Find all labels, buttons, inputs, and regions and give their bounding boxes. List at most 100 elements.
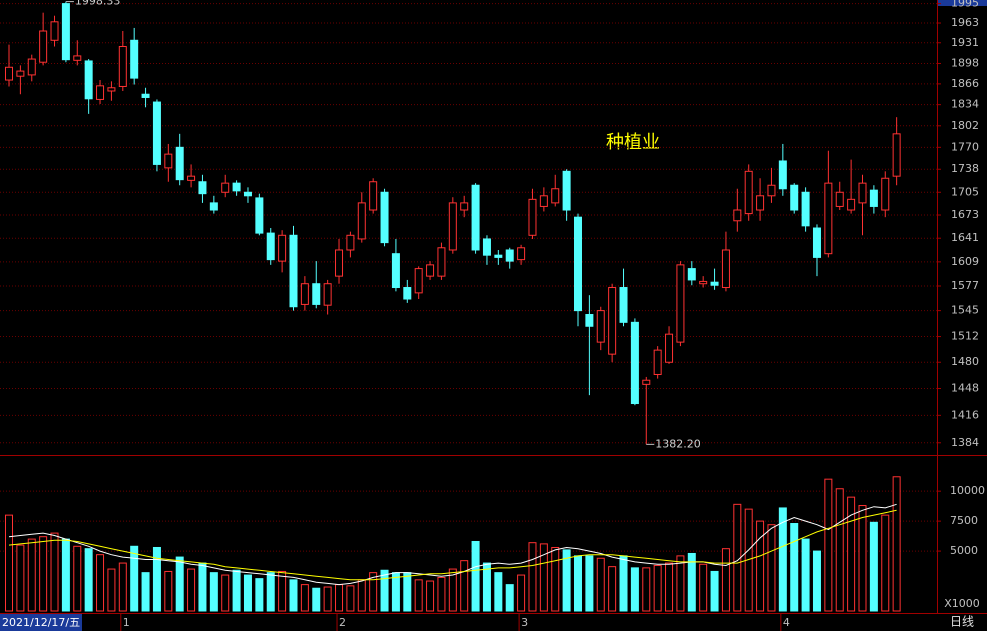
volume-bar [346, 585, 355, 612]
y-tick-label: 1931 [951, 36, 979, 49]
candle-body [733, 209, 742, 222]
price-marker [938, 0, 987, 6]
candle-body [482, 238, 491, 256]
y-tick-label: 5000 [950, 544, 978, 557]
volume-bar [824, 478, 833, 612]
y-tick-label: 1545 [951, 304, 979, 317]
volume-bar [209, 572, 218, 612]
y-tick-label: 1609 [951, 255, 979, 268]
candle-body [96, 85, 105, 100]
candle-body [16, 70, 25, 77]
candle-body [539, 195, 548, 207]
y-tick-label: 1480 [951, 355, 979, 368]
volume-bar [426, 580, 435, 612]
volume-bar [16, 544, 25, 612]
candle-body [346, 234, 355, 251]
candle-body [790, 184, 799, 211]
volume-bar [175, 556, 184, 612]
y-tick-label: 1802 [951, 119, 979, 132]
candle-body [847, 198, 856, 211]
volume-bar [73, 545, 82, 612]
y-tick-label: 1834 [951, 98, 979, 111]
volume-bar [198, 562, 207, 612]
volume-ma-line [8, 509, 897, 581]
y-tick-label: 1416 [951, 408, 979, 421]
volume-bar [642, 567, 651, 612]
volume-bar [630, 567, 639, 612]
y-tick-label: 1448 [951, 381, 979, 394]
candle-body [471, 184, 480, 251]
candle-body [676, 264, 685, 343]
volume-bar [801, 538, 810, 612]
candle-body [505, 249, 514, 262]
candle-body [278, 234, 287, 262]
volume-bar [756, 520, 765, 612]
volume-bar [130, 545, 139, 612]
candle-body [266, 232, 275, 261]
candle-body [73, 55, 82, 61]
volume-bar [778, 507, 787, 612]
candle-body [403, 287, 412, 300]
volume-bar [357, 579, 366, 612]
y-tick-label: 1995 [951, 0, 979, 10]
y-tick-label: 1705 [951, 185, 979, 198]
volume-bar [27, 538, 36, 612]
candle-body [596, 310, 605, 343]
volume-bar [517, 574, 526, 612]
candle-body [801, 191, 810, 227]
volume-bar [403, 572, 412, 612]
candle-body [812, 227, 821, 258]
candle-body [767, 184, 776, 197]
volume-bar [733, 503, 742, 612]
volume-bar [243, 574, 252, 612]
volume-unit: X1000 [944, 597, 980, 610]
candle-body [414, 268, 423, 294]
candle-body [141, 93, 150, 98]
candle-body [380, 191, 389, 244]
volume-bar [437, 576, 446, 612]
candle-body [869, 189, 878, 207]
candle-body [27, 58, 36, 76]
volume-bar [676, 555, 685, 612]
candle-body [619, 287, 628, 323]
candle-body [835, 191, 844, 207]
volume-bar [608, 566, 617, 612]
candle-body [357, 202, 366, 240]
volume-bar [448, 568, 457, 612]
candle-body [164, 153, 173, 169]
volume-bar [482, 562, 491, 612]
candle-body [687, 268, 696, 281]
volume-bar [790, 523, 799, 612]
period-label: 日线 [950, 615, 974, 629]
volume-bar [323, 586, 332, 612]
volume-bar [539, 543, 548, 612]
candle-body [756, 195, 765, 211]
candle-body [778, 160, 787, 190]
candle-body [744, 170, 753, 215]
volume-bar [551, 546, 560, 612]
volume-bar [835, 488, 844, 612]
x-tick-label: 2 [339, 616, 346, 629]
candle-body [175, 146, 184, 181]
volume-bar [494, 572, 503, 612]
candle-body [312, 283, 321, 305]
volume-bar [107, 568, 116, 612]
volume-bar [84, 548, 93, 612]
candle-body [130, 39, 139, 79]
candle-body [721, 249, 730, 289]
volume-bar [266, 572, 275, 612]
candle-body [460, 202, 469, 211]
y-tick-label: 1770 [951, 140, 979, 153]
candle-body [198, 181, 207, 195]
y-tick-label: 1673 [951, 208, 979, 221]
annotation: 1382.20 [655, 437, 701, 450]
candle-body [710, 281, 719, 286]
volume-bar [5, 514, 13, 612]
y-tick-label: 1963 [951, 16, 979, 29]
volume-bar [300, 584, 309, 612]
candle-body [665, 333, 674, 363]
candle-body [699, 280, 708, 285]
volume-bar [721, 548, 730, 612]
candle-body [892, 133, 901, 177]
